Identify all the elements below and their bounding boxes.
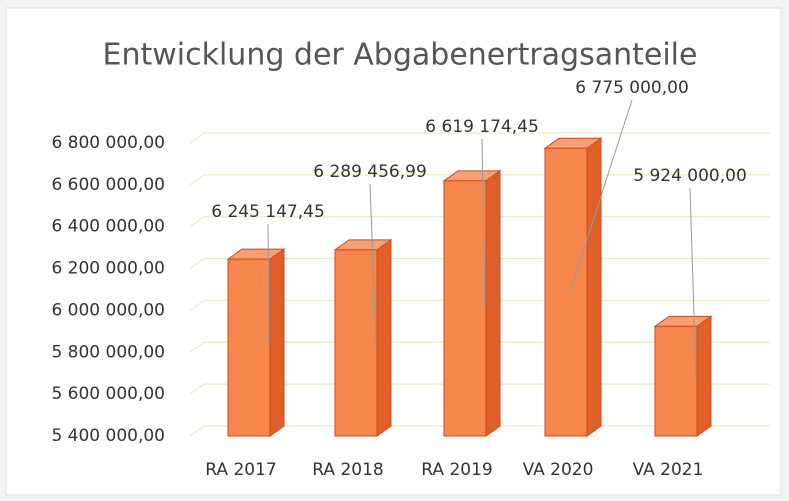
y-tick-label: 6 000 000,00 [51,300,165,320]
x-tick-label: RA 2019 [421,460,492,480]
leader-line [689,187,697,382]
y-tick-label: 6 600 000,00 [51,175,165,195]
x-tick-label: RA 2018 [312,460,383,480]
y-tick-label: 6 200 000,00 [51,259,165,279]
x-tick-label: VA 2020 [523,460,594,480]
x-tick-label: VA 2021 [633,460,704,480]
bar-side [376,238,392,437]
value-label: 6 245 147,45 [211,202,325,222]
y-tick-label: 5 400 000,00 [51,426,165,446]
bar [334,249,378,437]
leader-line [267,223,270,348]
bar-side [485,169,501,437]
bar [443,180,487,437]
bar-side [586,137,602,437]
leader-line [569,99,633,293]
x-tick-label: RA 2017 [205,460,276,480]
y-tick-label: 5 600 000,00 [51,384,165,404]
value-label: 6 775 000,00 [575,78,689,98]
leader-line [481,138,486,309]
grid-line [189,132,770,144]
value-label: 6 289 456,99 [313,162,427,182]
bar-side [269,248,285,437]
bar-side [696,315,712,437]
chart-title: Entwicklung der Abgabenertragsanteile [103,38,698,73]
y-tick-label: 5 800 000,00 [51,342,165,362]
leader-line [369,183,377,343]
value-label: 6 619 174,45 [425,117,539,137]
y-tick-label: 6 800 000,00 [51,133,165,153]
bar [544,147,588,437]
bar [654,325,698,437]
bar [227,258,271,437]
chart-frame [5,7,782,496]
y-tick-label: 6 400 000,00 [51,217,165,237]
value-label: 5 924 000,00 [633,166,747,186]
